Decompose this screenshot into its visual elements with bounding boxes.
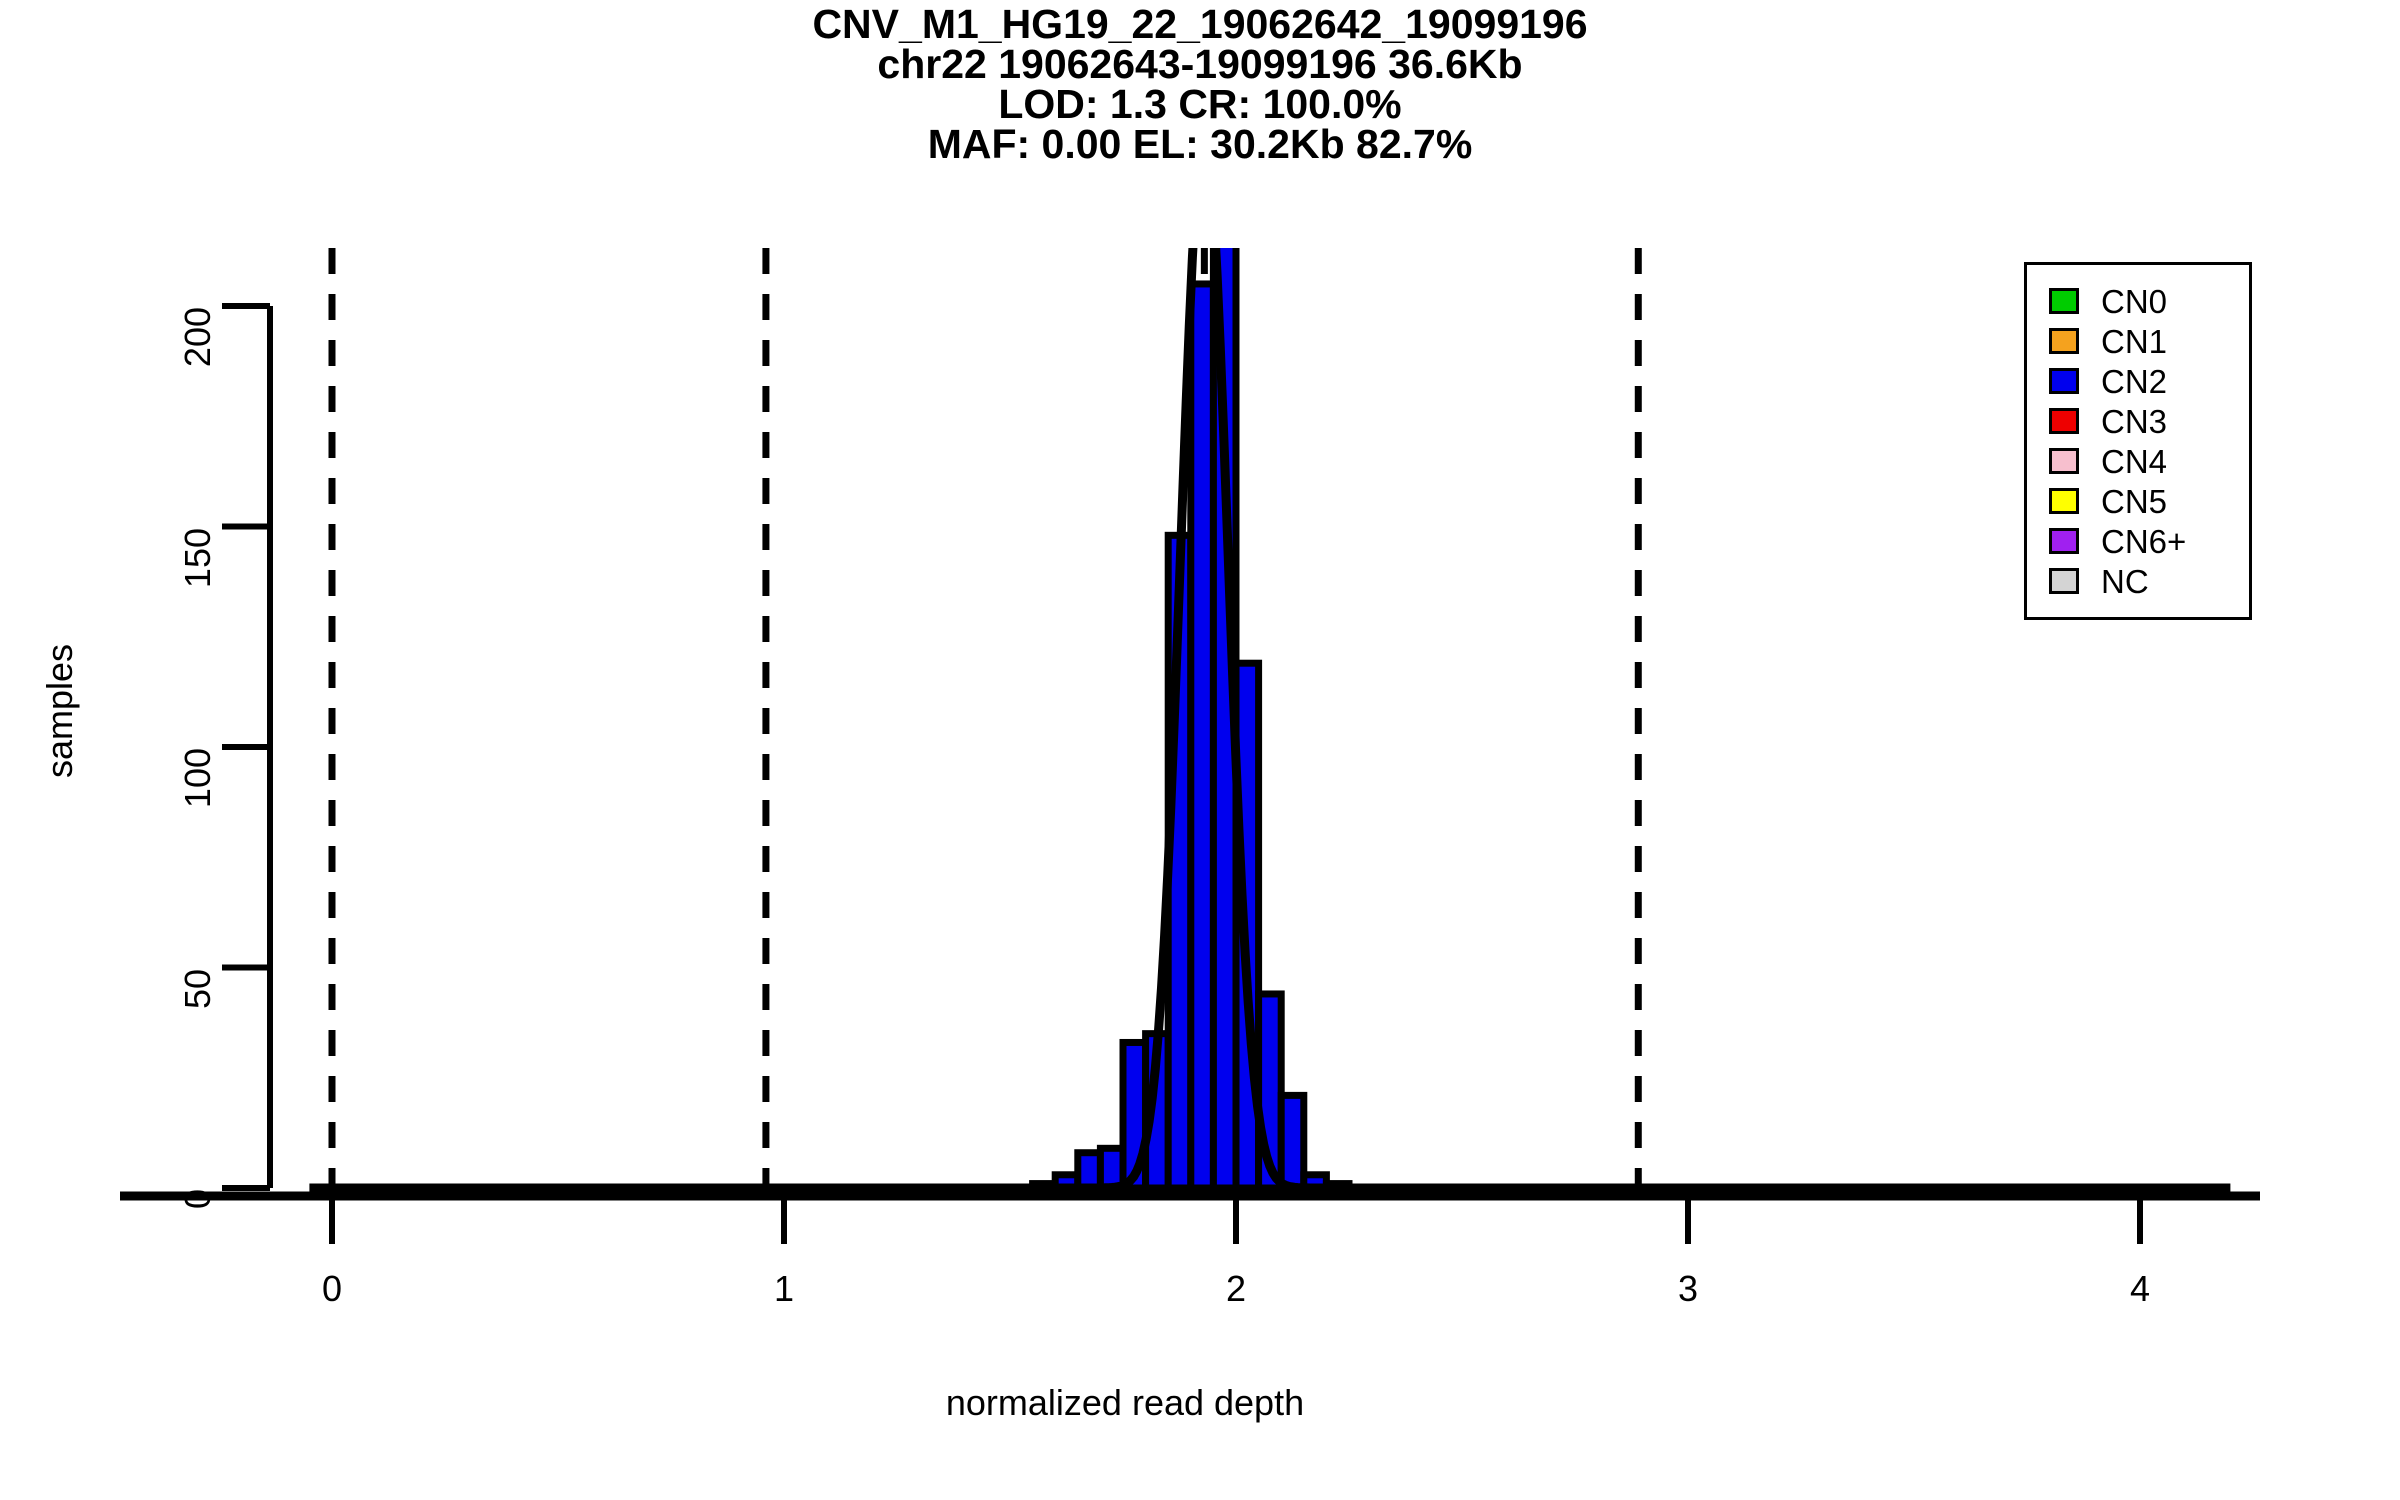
title-line-3: LOD: 1.3 CR: 100.0% xyxy=(998,81,1402,127)
x-tick-label-0: 0 xyxy=(321,1268,343,1309)
legend-item-label: CN5 xyxy=(2101,482,2168,520)
legend-item-label: CN4 xyxy=(2101,442,2168,480)
legend-item-nc[interactable]: NC xyxy=(2027,561,2249,601)
x-tick-label-2: 2 xyxy=(1225,1268,1247,1309)
legend-item-label: NC xyxy=(2101,562,2149,600)
y-axis-title: samples xyxy=(39,643,80,779)
title-line-4: MAF: 0.00 EL: 30.2Kb 82.7% xyxy=(927,121,1473,167)
legend-swatch-icon xyxy=(2049,448,2079,474)
legend-item-cn2[interactable]: CN2 xyxy=(2027,361,2249,401)
legend-item-cn4[interactable]: CN4 xyxy=(2027,441,2249,481)
y-tick-label-0: 0 xyxy=(177,1189,218,1210)
legend-item-cn0[interactable]: CN0 xyxy=(2027,281,2249,321)
legend-item-cn3[interactable]: CN3 xyxy=(2027,401,2249,441)
y-tick-label-1: 50 xyxy=(177,968,218,1009)
title-line-2: chr22 19062643-19099196 36.6Kb xyxy=(877,41,1523,87)
legend-item-cn5[interactable]: CN5 xyxy=(2027,481,2249,521)
legend-item-label: CN3 xyxy=(2101,402,2168,440)
legend-box: CN0 CN1 CN2 CN3 CN4 CN5 CN6+ NC xyxy=(2024,262,2252,620)
legend-item-cn6plus[interactable]: CN6+ xyxy=(2027,521,2249,561)
x-tick-label-1: 1 xyxy=(773,1268,795,1309)
legend-item-label: CN2 xyxy=(2101,362,2168,400)
legend-item-label: CN6+ xyxy=(2101,522,2187,560)
y-tick-label-4: 200 xyxy=(177,307,218,368)
x-tick-label-4: 4 xyxy=(2129,1268,2151,1309)
legend-item-cn1[interactable]: CN1 xyxy=(2027,321,2249,361)
legend-swatch-icon xyxy=(2049,328,2079,354)
legend-item-label: CN0 xyxy=(2101,282,2168,320)
legend-swatch-icon xyxy=(2049,488,2079,514)
x-tick-label-3: 3 xyxy=(1677,1268,1699,1309)
x-axis-title: normalized read depth xyxy=(945,1382,1305,1423)
legend-swatch-icon xyxy=(2049,368,2079,394)
chart-title: CNV_M1_HG19_22_19062642_19099196 chr22 1… xyxy=(0,1,2400,167)
y-tick-label-2: 100 xyxy=(177,748,218,809)
y-tick-label-3: 150 xyxy=(177,527,218,588)
legend-item-label: CN1 xyxy=(2101,322,2168,360)
title-line-1: CNV_M1_HG19_22_19062642_19099196 xyxy=(812,1,1588,47)
legend-swatch-icon xyxy=(2049,408,2079,434)
legend-swatch-icon xyxy=(2049,568,2079,594)
density-curve xyxy=(308,248,2232,1193)
legend-swatch-icon xyxy=(2049,528,2079,554)
legend-swatch-icon xyxy=(2049,288,2079,314)
